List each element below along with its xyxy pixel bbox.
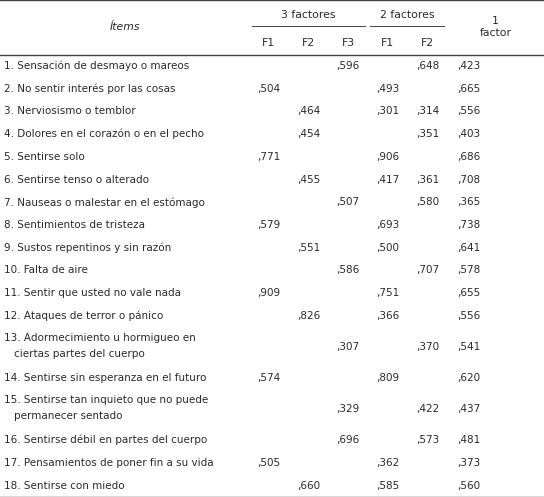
Text: 2 factores: 2 factores bbox=[380, 10, 435, 20]
Text: ,541: ,541 bbox=[457, 342, 480, 352]
Text: ,578: ,578 bbox=[457, 265, 480, 275]
Text: ,560: ,560 bbox=[457, 481, 480, 491]
Text: 16. Sentirse débil en partes del cuerpo: 16. Sentirse débil en partes del cuerpo bbox=[4, 435, 208, 445]
Text: 7. Nauseas o malestar en el estómago: 7. Nauseas o malestar en el estómago bbox=[4, 197, 205, 208]
Text: 3 factores: 3 factores bbox=[281, 10, 336, 20]
Text: ,500: ,500 bbox=[376, 243, 399, 253]
Text: 11. Sentir que usted no vale nada: 11. Sentir que usted no vale nada bbox=[4, 288, 181, 298]
Text: 17. Pensamientos de poner fin a su vida: 17. Pensamientos de poner fin a su vida bbox=[4, 458, 214, 468]
Text: ,504: ,504 bbox=[257, 83, 280, 93]
Text: F2: F2 bbox=[302, 38, 315, 48]
Text: ,556: ,556 bbox=[457, 311, 480, 321]
Text: ,585: ,585 bbox=[376, 481, 399, 491]
Text: ,437: ,437 bbox=[457, 404, 480, 414]
Text: ,464: ,464 bbox=[297, 106, 320, 116]
Text: ,751: ,751 bbox=[376, 288, 399, 298]
Text: ,826: ,826 bbox=[297, 311, 320, 321]
Text: ,641: ,641 bbox=[457, 243, 480, 253]
Text: ,551: ,551 bbox=[297, 243, 320, 253]
Text: ,351: ,351 bbox=[416, 129, 439, 139]
Text: ,314: ,314 bbox=[416, 106, 439, 116]
Text: 12. Ataques de terror o pánico: 12. Ataques de terror o pánico bbox=[4, 311, 164, 321]
Text: ,648: ,648 bbox=[416, 61, 439, 71]
Text: ,454: ,454 bbox=[297, 129, 320, 139]
Text: ,362: ,362 bbox=[376, 458, 399, 468]
Text: ,665: ,665 bbox=[457, 83, 480, 93]
Text: ,329: ,329 bbox=[337, 404, 360, 414]
Text: ,906: ,906 bbox=[376, 152, 399, 162]
Text: ,556: ,556 bbox=[457, 106, 480, 116]
Text: permanecer sentado: permanecer sentado bbox=[14, 411, 122, 421]
Text: ,579: ,579 bbox=[257, 220, 280, 230]
Text: ,586: ,586 bbox=[337, 265, 360, 275]
Text: 2. No sentir interés por las cosas: 2. No sentir interés por las cosas bbox=[4, 83, 176, 94]
Text: ,660: ,660 bbox=[297, 481, 320, 491]
Text: ,620: ,620 bbox=[457, 373, 480, 383]
Text: 3. Nerviosismo o temblor: 3. Nerviosismo o temblor bbox=[4, 106, 136, 116]
Text: 1. Sensación de desmayo o mareos: 1. Sensación de desmayo o mareos bbox=[4, 61, 190, 71]
Text: ,771: ,771 bbox=[257, 152, 280, 162]
Text: F1: F1 bbox=[381, 38, 394, 48]
Text: ,580: ,580 bbox=[416, 197, 439, 207]
Text: ,655: ,655 bbox=[457, 288, 480, 298]
Text: 6. Sentirse tenso o alterado: 6. Sentirse tenso o alterado bbox=[4, 174, 150, 184]
Text: ,507: ,507 bbox=[337, 197, 360, 207]
Text: ciertas partes del cuerpo: ciertas partes del cuerpo bbox=[14, 349, 145, 359]
Text: 14. Sentirse sin esperanza en el futuro: 14. Sentirse sin esperanza en el futuro bbox=[4, 373, 207, 383]
Text: ,505: ,505 bbox=[257, 458, 280, 468]
Text: ,573: ,573 bbox=[416, 435, 439, 445]
Text: ,686: ,686 bbox=[457, 152, 480, 162]
Text: 15. Sentirse tan inquieto que no puede: 15. Sentirse tan inquieto que no puede bbox=[4, 395, 208, 405]
Text: 4. Dolores en el corazón o en el pecho: 4. Dolores en el corazón o en el pecho bbox=[4, 129, 205, 139]
Text: ,909: ,909 bbox=[257, 288, 280, 298]
Text: ,708: ,708 bbox=[457, 174, 480, 184]
Text: ,738: ,738 bbox=[457, 220, 480, 230]
Text: ,422: ,422 bbox=[416, 404, 439, 414]
Text: ,696: ,696 bbox=[337, 435, 360, 445]
Text: ,361: ,361 bbox=[416, 174, 439, 184]
Text: F2: F2 bbox=[421, 38, 434, 48]
Text: 10. Falta de aire: 10. Falta de aire bbox=[4, 265, 88, 275]
Text: 5. Sentirse solo: 5. Sentirse solo bbox=[4, 152, 85, 162]
Text: ,370: ,370 bbox=[416, 342, 439, 352]
Text: 18. Sentirse con miedo: 18. Sentirse con miedo bbox=[4, 481, 125, 491]
Text: ,693: ,693 bbox=[376, 220, 399, 230]
Text: ,417: ,417 bbox=[376, 174, 399, 184]
Text: ,493: ,493 bbox=[376, 83, 399, 93]
Text: ,596: ,596 bbox=[337, 61, 360, 71]
Text: ,307: ,307 bbox=[337, 342, 360, 352]
Text: ,301: ,301 bbox=[376, 106, 399, 116]
Text: ,707: ,707 bbox=[416, 265, 439, 275]
Text: ,365: ,365 bbox=[457, 197, 480, 207]
Text: ,403: ,403 bbox=[457, 129, 480, 139]
Text: ,455: ,455 bbox=[297, 174, 320, 184]
Text: ,574: ,574 bbox=[257, 373, 280, 383]
Text: 8. Sentimientos de tristeza: 8. Sentimientos de tristeza bbox=[4, 220, 145, 230]
Text: F3: F3 bbox=[342, 38, 355, 48]
Text: ,423: ,423 bbox=[457, 61, 480, 71]
Text: ,809: ,809 bbox=[376, 373, 399, 383]
Text: 1
factor: 1 factor bbox=[480, 16, 511, 38]
Text: ,373: ,373 bbox=[457, 458, 480, 468]
Text: 13. Adormecimiento u hormigueo en: 13. Adormecimiento u hormigueo en bbox=[4, 333, 196, 343]
Text: 9. Sustos repentinos y sin razón: 9. Sustos repentinos y sin razón bbox=[4, 243, 171, 253]
Text: ,366: ,366 bbox=[376, 311, 399, 321]
Text: ,481: ,481 bbox=[457, 435, 480, 445]
Text: Ítems: Ítems bbox=[109, 22, 140, 32]
Text: F1: F1 bbox=[262, 38, 275, 48]
